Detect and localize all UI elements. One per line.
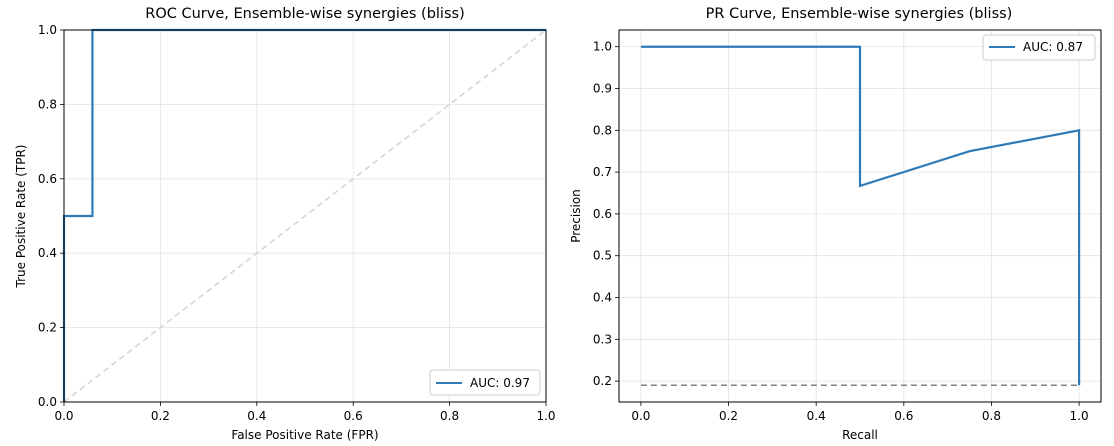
- pr-y-tick-label: 0.3: [593, 332, 612, 346]
- pr-legend-box: [982, 34, 1096, 61]
- pr-legend: AUC: 0.87: [982, 34, 1096, 61]
- pr-ticks: 0.0 0.2 0.4 0.6 0.8 1.0 0.2 0.3 0.4 0.5 0.6 0.7 0.8 0…: [593, 40, 1089, 423]
- roc-x-tick-label: 0.6: [344, 409, 363, 423]
- pr-y-tick-label: 0.9: [593, 82, 612, 96]
- pr-y-tick-label: 0.7: [593, 165, 612, 179]
- pr-x-tick-label: 0.6: [894, 409, 913, 423]
- roc-ticks: 0.0 0.2 0.4 0.6 0.8 1.0 0.0 0.2 0.4 0.6 0.8 1.0: [38, 23, 556, 423]
- roc-chart: ROC Curve, Ensemble-wise synergies (blis…: [14, 6, 556, 442]
- roc-series: [62, 28, 547, 403]
- pr-title: PR Curve, Ensemble-wise synergies (bliss…: [706, 6, 1013, 22]
- pr-y-tick-label: 0.8: [593, 123, 612, 137]
- roc-legend-label: AUC: 0.97: [470, 376, 530, 390]
- roc-baseline-line: [63, 29, 547, 403]
- roc-legend: AUC: 0.97: [429, 369, 541, 396]
- pr-curve-line: [640, 45, 1081, 386]
- pr-x-tick-label: 1.0: [1070, 409, 1089, 423]
- pr-x-tick-label: 0.8: [982, 409, 1001, 423]
- roc-title: ROC Curve, Ensemble-wise synergies (blis…: [145, 6, 464, 22]
- roc-x-tick-label: 0.4: [247, 409, 266, 423]
- roc-x-axis-label: False Positive Rate (FPR): [231, 428, 378, 442]
- roc-legend-box: [429, 369, 541, 396]
- pr-y-tick-label: 0.6: [593, 207, 612, 221]
- roc-plot-frame: [63, 29, 547, 403]
- roc-x-tick-label: 0.2: [151, 409, 170, 423]
- pr-plot-frame: [618, 29, 1102, 403]
- pr-chart: PR Curve, Ensemble-wise synergies (bliss…: [569, 6, 1102, 442]
- pr-x-tick-label: 0.0: [631, 409, 650, 423]
- pr-y-tick-label: 1.0: [593, 40, 612, 54]
- pr-y-tick-label: 0.2: [593, 374, 612, 388]
- roc-y-tick-label: 0.0: [38, 395, 57, 409]
- pr-x-tick-label: 0.2: [719, 409, 738, 423]
- pr-x-tick-label: 0.4: [807, 409, 826, 423]
- roc-y-tick-label: 0.2: [38, 321, 57, 335]
- pr-series: [640, 45, 1081, 387]
- pr-x-axis-label: Recall: [842, 428, 878, 442]
- pr-y-axis-label: Precision: [569, 189, 583, 243]
- roc-y-tick-label: 0.6: [38, 172, 57, 186]
- roc-x-tick-label: 1.0: [536, 409, 555, 423]
- pr-y-tick-label: 0.4: [593, 291, 612, 305]
- roc-y-tick-label: 1.0: [38, 23, 57, 37]
- roc-x-tick-label: 0.8: [440, 409, 459, 423]
- roc-y-tick-label: 0.8: [38, 97, 57, 111]
- roc-y-axis-label: True Positive Rate (TPR): [14, 145, 28, 289]
- pr-legend-label: AUC: 0.87: [1023, 40, 1083, 54]
- pr-y-tick-label: 0.5: [593, 249, 612, 263]
- roc-y-tick-label: 0.4: [38, 246, 57, 260]
- roc-x-tick-label: 0.0: [54, 409, 73, 423]
